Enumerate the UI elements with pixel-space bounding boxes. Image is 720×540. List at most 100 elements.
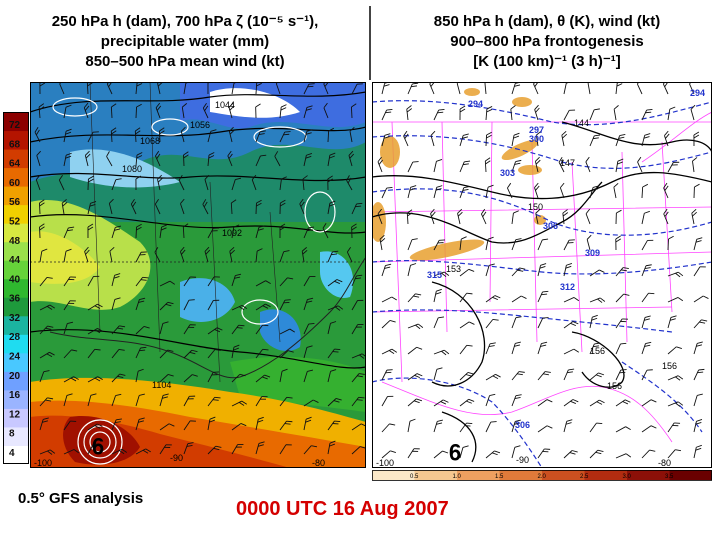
wind-barb [327, 321, 337, 335]
theta-label: 306 [515, 420, 530, 430]
wind-barb [615, 158, 624, 173]
theta-label: 312 [560, 282, 575, 292]
wind-barb [381, 395, 394, 407]
theta-label: 294 [468, 99, 483, 109]
wind-barb [667, 315, 677, 329]
wind-barb [433, 159, 443, 173]
wind-barb [255, 103, 261, 119]
wind-barb [207, 327, 223, 335]
wind-barb [207, 445, 222, 455]
pw-colorbar: 72 68 64 60 56 52 48 44 40 36 32 28 24 20 16 12 8 4 [3, 112, 29, 464]
wind-barb [615, 293, 630, 303]
theta-label: 300 [529, 134, 544, 144]
height-label: 1092 [222, 228, 242, 238]
wind-barb [667, 235, 674, 251]
wind-barb [159, 374, 174, 383]
wind-barb [485, 450, 501, 459]
wind-barb [537, 341, 548, 355]
wind-barb [303, 399, 319, 407]
wind-barb [84, 246, 90, 263]
colorbar-tick-label: 56 [9, 197, 21, 208]
frontogenesis-colorbar: 0.5 1.0 1.5 2.0 2.5 3.0 3.5 [372, 470, 712, 481]
wind-barb [303, 152, 313, 167]
wind-barb [537, 238, 549, 251]
wind-barb [255, 130, 266, 143]
wind-barb [63, 321, 74, 335]
wind-barb [207, 416, 216, 431]
height-label: 153 [446, 264, 461, 274]
wind-barb [351, 353, 366, 359]
wind-barb [485, 106, 493, 121]
wind-barb [689, 82, 695, 95]
wind-barb [111, 448, 128, 455]
wind-barb [637, 156, 643, 173]
wind-barb [231, 344, 240, 359]
wind-barb [433, 288, 442, 303]
wind-barb [202, 102, 209, 119]
wind-barb [63, 449, 80, 455]
wind-barb [641, 449, 656, 459]
wind-barb [87, 376, 103, 383]
wind-barb [228, 126, 235, 143]
wind-barb [255, 348, 269, 359]
wind-barb [485, 131, 492, 147]
wind-barb [229, 246, 235, 263]
wind-barb [111, 225, 122, 239]
height-label: 156 [607, 381, 622, 391]
wind-barb [511, 341, 521, 355]
wind-barb [109, 246, 115, 263]
wind-barb [559, 182, 565, 199]
wind-barb [459, 186, 470, 199]
wind-barb [327, 250, 339, 263]
wind-barb [135, 175, 142, 191]
wind-barb [459, 160, 471, 173]
right-title-line-1: 850 hPa h (dam), θ (K), wind (kt) [433, 13, 661, 30]
wind-barb [693, 444, 702, 459]
title-divider [369, 6, 371, 80]
wind-barb [279, 104, 287, 119]
wind-barb [433, 271, 450, 278]
colorbar-swatch [627, 470, 670, 480]
wind-barb [228, 102, 235, 119]
wind-barb [39, 248, 48, 263]
wind-barb [613, 182, 619, 199]
wind-barb [63, 393, 73, 407]
wind-barb [63, 248, 72, 263]
wind-barb [63, 276, 77, 287]
wind-barb [111, 178, 122, 191]
wind-barb [159, 280, 176, 287]
colorbar-swatch [3, 278, 29, 298]
wind-barb [561, 130, 568, 147]
wind-barb [36, 150, 41, 167]
colorbar-swatch [414, 470, 458, 480]
wind-barb [563, 368, 575, 381]
wind-barb [35, 174, 41, 191]
wind-barb [433, 239, 445, 251]
wind-barb [641, 399, 657, 407]
wind-barb [39, 325, 54, 335]
wind-barb [183, 442, 194, 455]
height-label: 156 [590, 346, 605, 356]
height-label: 1068 [140, 136, 160, 146]
wind-barb [381, 450, 396, 459]
wind-barb [693, 295, 709, 303]
wind-barb [511, 210, 519, 225]
theta-label: 315 [427, 270, 442, 280]
colorbar-swatch [669, 470, 712, 480]
wind-barb [537, 263, 547, 277]
wind-barb [155, 150, 161, 167]
wind-barb [255, 416, 264, 431]
wind-barb [693, 419, 703, 433]
lon-label: -90 [170, 453, 183, 463]
wind-barb [183, 395, 196, 407]
wind-barb [407, 293, 422, 303]
wind-barb [58, 174, 65, 191]
wind-barb [159, 393, 169, 407]
wind-barb [303, 105, 313, 119]
colorbar-tick-label: 28 [9, 332, 21, 343]
wind-barb [204, 174, 210, 191]
wind-barb [663, 208, 669, 225]
wind-barb [111, 273, 121, 287]
wind-barb [381, 263, 392, 277]
wind-barb [135, 346, 147, 359]
